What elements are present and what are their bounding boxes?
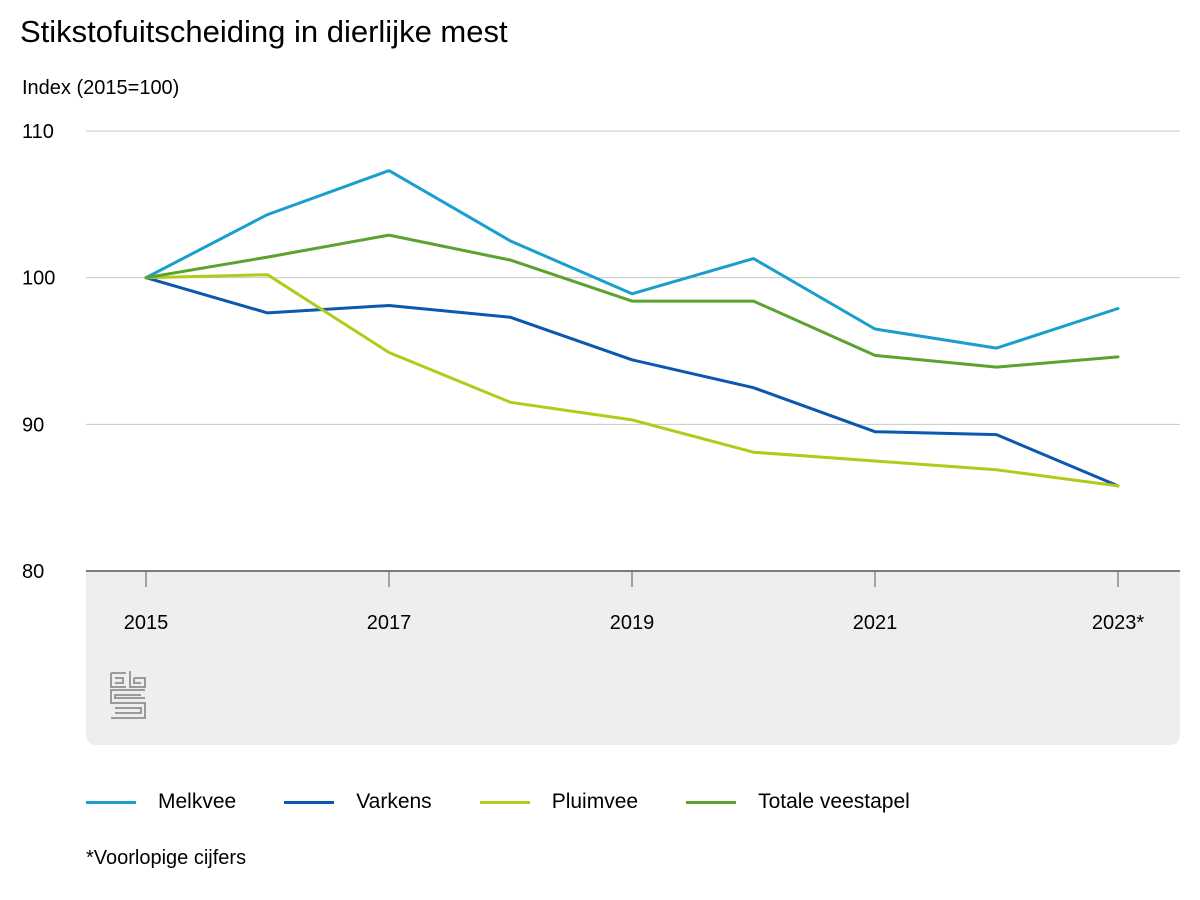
footnote: *Voorlopige cijfers bbox=[86, 847, 247, 869]
y-tick-label: 110 bbox=[22, 121, 54, 143]
series-line-varkens bbox=[144, 276, 1120, 488]
legend-label: Totale veestapel bbox=[758, 790, 910, 813]
legend-item: Totale veestapel bbox=[686, 790, 910, 814]
x-tick-label: 2023* bbox=[1092, 612, 1144, 634]
x-tick-label: 2015 bbox=[124, 612, 169, 634]
legend-swatch bbox=[686, 800, 737, 804]
series-line-totale-veestapel bbox=[144, 233, 1120, 369]
legend-label: Varkens bbox=[356, 790, 432, 813]
series-lines bbox=[144, 169, 1120, 488]
x-tick-label: 2021 bbox=[853, 612, 898, 634]
y-axis-ticks: 80 90 100 110 bbox=[22, 121, 55, 583]
x-axis: 2015 2017 2019 2021 2023* bbox=[86, 570, 1180, 634]
y-tick-label: 90 bbox=[22, 414, 44, 436]
legend: Melkvee Varkens Pluimvee Totale veestapel bbox=[86, 790, 958, 814]
series-line-melkvee bbox=[144, 169, 1120, 350]
y-axis-label: Index (2015=100) bbox=[22, 77, 180, 99]
legend-label: Pluimvee bbox=[551, 790, 639, 813]
x-axis-panel-background bbox=[86, 571, 1180, 745]
x-tick-label: 2017 bbox=[367, 612, 412, 634]
legend-swatch bbox=[284, 800, 335, 804]
x-tick-label: 2019 bbox=[610, 612, 655, 634]
chart-title: Stikstofuitscheiding in dierlijke mest bbox=[20, 14, 508, 49]
legend-item: Varkens bbox=[284, 790, 432, 814]
legend-item: Pluimvee bbox=[479, 790, 639, 814]
x-axis-panel bbox=[86, 571, 1180, 745]
y-tick-label: 100 bbox=[22, 268, 55, 290]
grid-lines bbox=[86, 130, 1180, 425]
cbs-logo-icon bbox=[110, 671, 146, 719]
legend-label: Melkvee bbox=[158, 790, 237, 813]
y-tick-label: 80 bbox=[22, 561, 44, 583]
legend-swatch bbox=[86, 800, 136, 804]
legend-item: Melkvee bbox=[86, 790, 236, 814]
series-line-pluimvee bbox=[144, 273, 1120, 488]
legend-swatch bbox=[479, 800, 530, 804]
